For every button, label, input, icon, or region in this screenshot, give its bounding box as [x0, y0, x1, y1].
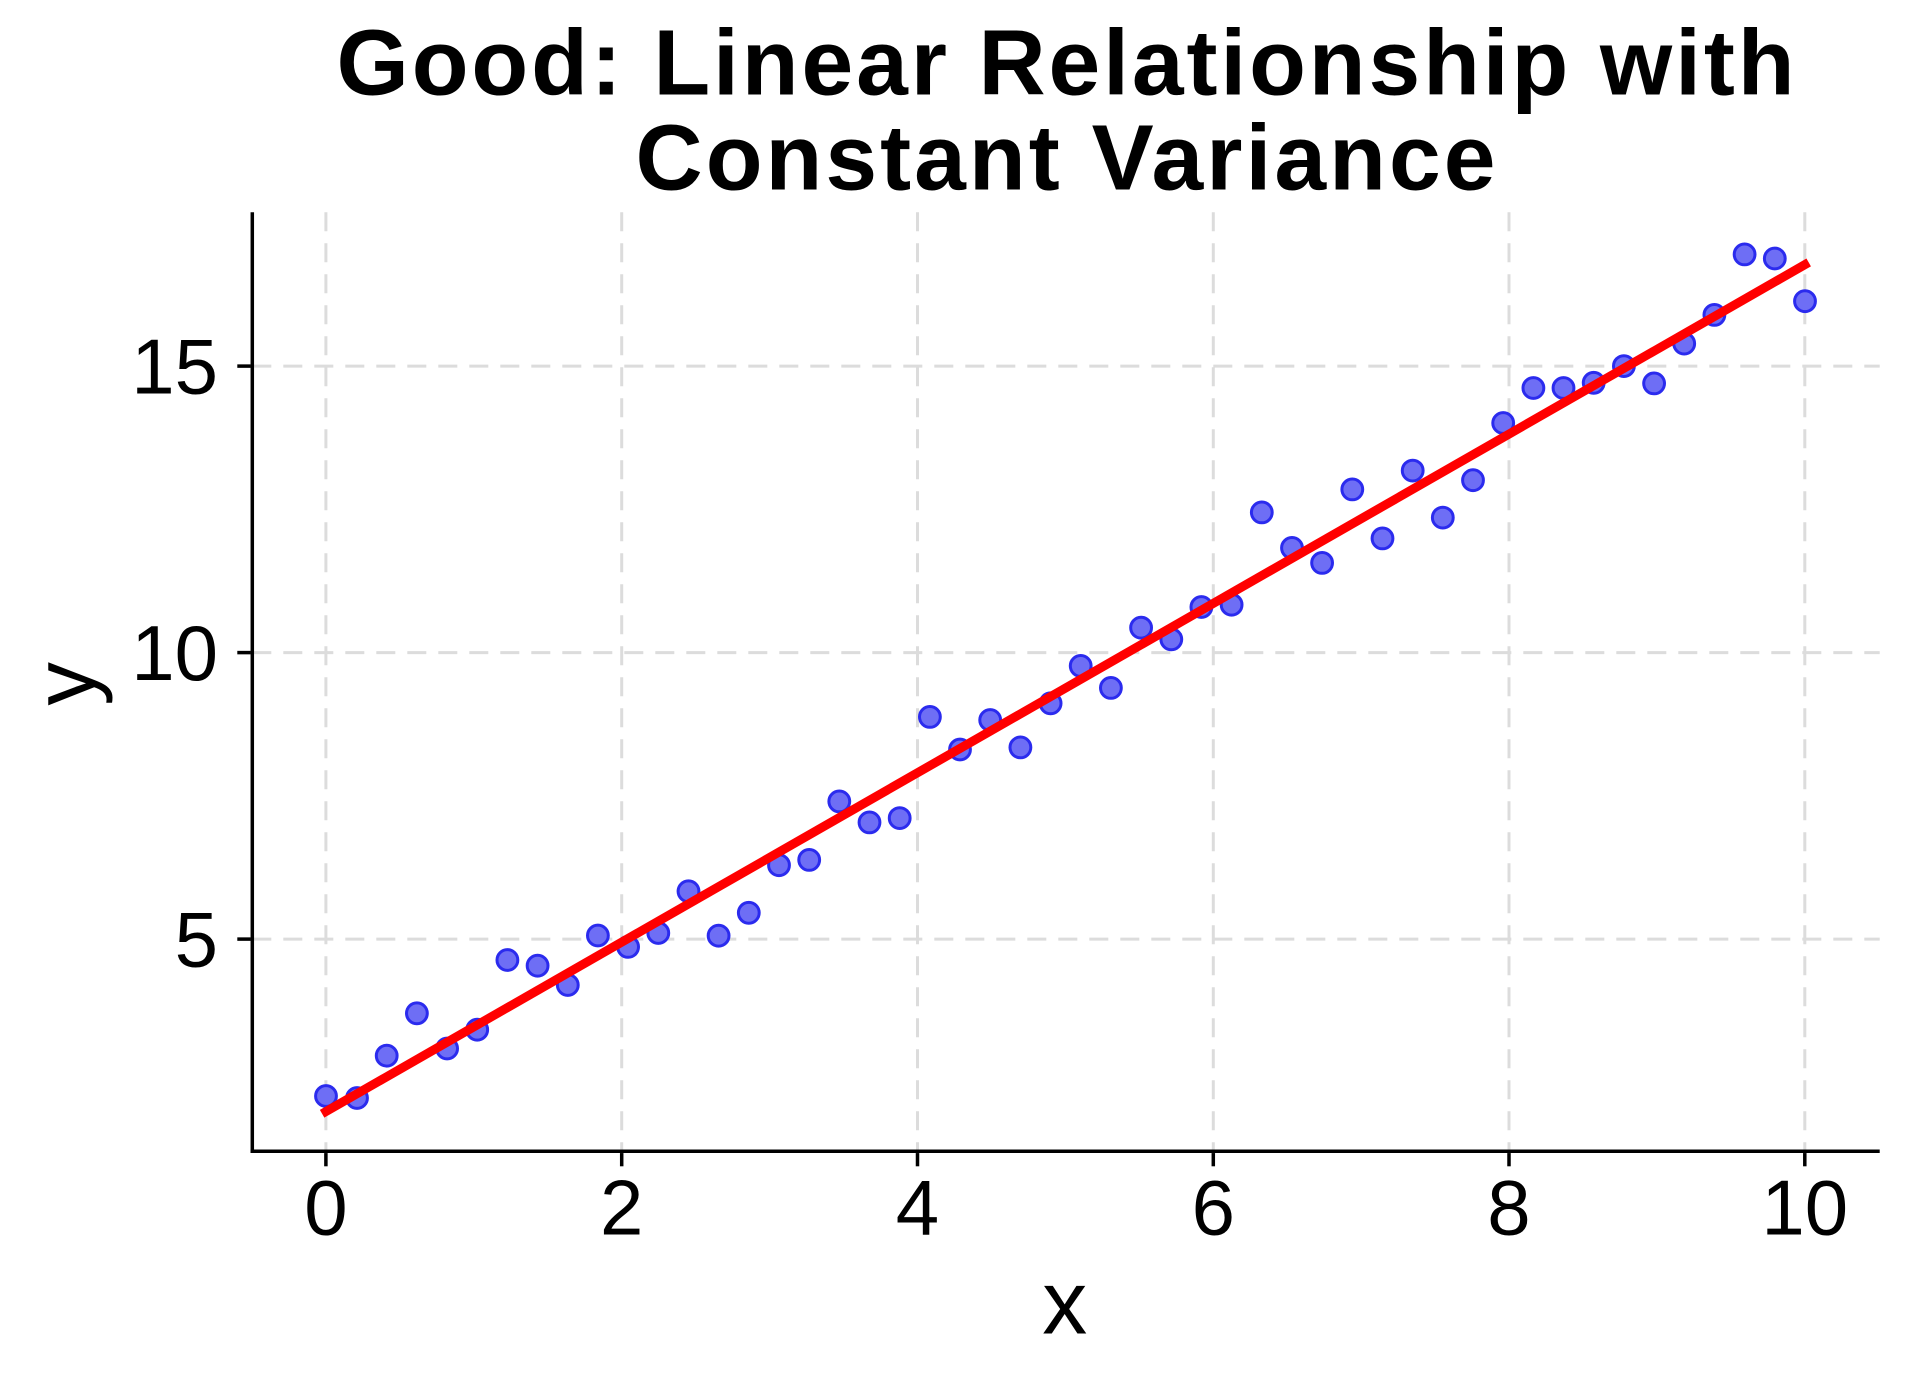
svg-text:5: 5	[175, 896, 218, 984]
svg-text:y: y	[16, 662, 113, 706]
svg-text:2: 2	[600, 1164, 643, 1252]
svg-text:8: 8	[1487, 1164, 1530, 1252]
svg-text:6: 6	[1192, 1164, 1235, 1252]
svg-text:10: 10	[131, 609, 218, 697]
svg-text:Good: Linear Relationship with: Good: Linear Relationship with	[337, 11, 1795, 115]
svg-text:10: 10	[1761, 1164, 1848, 1252]
svg-text:x: x	[1042, 1253, 1087, 1353]
svg-text:Constant Variance: Constant Variance	[636, 106, 1496, 210]
svg-text:0: 0	[304, 1164, 347, 1252]
svg-text:15: 15	[131, 323, 218, 411]
svg-text:4: 4	[896, 1164, 939, 1252]
